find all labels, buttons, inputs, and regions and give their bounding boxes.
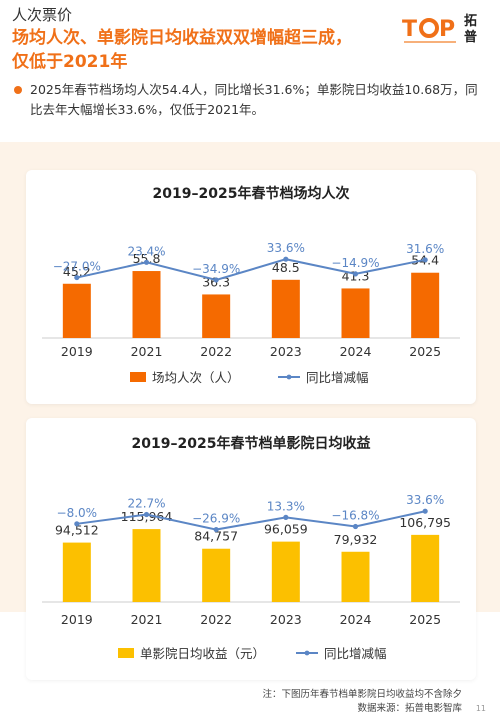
- chart-audience-per-screening: 2019–2025年春节档场均人次45.255.836.348.541.354.…: [42, 185, 460, 385]
- legend-label-bar: 场均人次（人）: [152, 370, 240, 385]
- x-tick-2022: 2022: [200, 612, 232, 627]
- bar-2023: [271, 541, 300, 602]
- growth-point-2019: [74, 521, 80, 527]
- chart-daily-revenue-per-cinema: 2019–2025年春节档单影院日均收益94,512115,96484,7579…: [42, 435, 460, 661]
- bar-label-2021: 55.8: [133, 251, 161, 266]
- bar-label-2019: 45.2: [63, 264, 91, 279]
- x-tick-2023: 2023: [270, 344, 302, 359]
- legend-swatch-bar: [118, 648, 134, 658]
- summary-body: 2025年春节档场均人次54.4人，同比增长31.6%；单影院日均收益10.68…: [30, 82, 478, 117]
- growth-label-2023: 33.6%: [267, 241, 305, 255]
- growth-label-2022: −26.9%: [192, 512, 240, 526]
- x-tick-2021: 2021: [131, 612, 163, 627]
- bar-2025: [411, 272, 440, 338]
- x-tick-2025: 2025: [409, 612, 441, 627]
- bar-2021: [132, 529, 161, 602]
- growth-line: [76, 510, 426, 531]
- x-tick-2021: 2021: [131, 344, 163, 359]
- bar-2019: [62, 542, 91, 602]
- page-headline: 场均人次、单影院日均收益双双增幅超三成， 仅低于2021年: [12, 26, 382, 74]
- logo-mark-icon: T P: [402, 14, 460, 46]
- x-tick-2023: 2023: [270, 612, 302, 627]
- x-tick-2024: 2024: [340, 344, 372, 359]
- legend-label-line: 同比增减幅: [306, 370, 369, 385]
- bar-2022: [202, 548, 231, 602]
- footnote: 注：下图历年春节档单影院日均收益均不含除夕: [262, 689, 462, 700]
- headline-line-1: 场均人次、单影院日均收益双双增幅超三成，: [12, 28, 352, 48]
- bar-label-2023: 48.5: [272, 260, 300, 275]
- bar-2024: [341, 551, 370, 602]
- growth-point-2023: [283, 514, 289, 520]
- bar-label-2025: 106,795: [399, 515, 451, 530]
- growth-label-2021: 22.7%: [127, 497, 165, 511]
- data-source: 数据来源：拓普电影智库: [357, 703, 462, 714]
- x-tick-2019: 2019: [61, 612, 93, 627]
- chart-card-revenue: 2019–2025年春节档单影院日均收益94,512115,96484,7579…: [26, 418, 476, 680]
- growth-line: [76, 258, 426, 282]
- growth-label-2023: 13.3%: [267, 499, 305, 513]
- bullet-dot-icon: [14, 86, 22, 94]
- chart-title: 2019–2025年春节档单影院日均收益: [132, 435, 371, 452]
- chart-card-audience: 2019–2025年春节档场均人次45.255.836.348.541.354.…: [26, 170, 476, 404]
- logo-name-line-1: 拓: [464, 14, 478, 29]
- growth-label-2021: 23.4%: [127, 244, 165, 258]
- bar-label-2019: 94,512: [55, 523, 99, 538]
- bar-2023: [271, 279, 300, 338]
- growth-label-2025: 31.6%: [406, 242, 444, 256]
- growth-point-2022: [213, 277, 219, 283]
- growth-label-2022: −34.9%: [192, 262, 240, 276]
- growth-point-2025: [422, 257, 428, 263]
- growth-point-2022: [213, 526, 219, 533]
- growth-point-2024: [352, 271, 359, 277]
- x-tick-2022: 2022: [200, 344, 232, 359]
- page-number: 11: [475, 704, 486, 713]
- legend-swatch-point: [304, 650, 310, 656]
- x-tick-2019: 2019: [61, 344, 93, 359]
- bar-label-2023: 96,059: [264, 522, 308, 537]
- growth-label-2025: 33.6%: [406, 493, 444, 507]
- bar-2022: [202, 294, 231, 338]
- summary-text: 2025年春节档场均人次54.4人，同比增长31.6%；单影院日均收益10.68…: [14, 80, 480, 120]
- growth-point-2019: [74, 274, 80, 281]
- growth-point-2024: [352, 523, 359, 530]
- bar-label-2022: 84,757: [194, 529, 238, 544]
- x-tick-2024: 2024: [340, 612, 372, 627]
- growth-label-2024: −16.8%: [331, 508, 379, 522]
- logo-name-line-2: 普: [464, 30, 478, 45]
- growth-label-2019: −8.0%: [57, 506, 98, 520]
- growth-label-2024: −14.9%: [331, 256, 379, 270]
- bar-2019: [62, 283, 91, 338]
- growth-point-2023: [283, 256, 289, 262]
- growth-point-2021: [143, 511, 150, 518]
- chart-title: 2019–2025年春节档场均人次: [153, 185, 350, 202]
- bar-2025: [411, 534, 440, 602]
- svg-text:P: P: [439, 17, 455, 42]
- x-tick-2025: 2025: [409, 344, 441, 359]
- legend-label-bar: 单影院日均收益（元）: [140, 646, 265, 661]
- bar-label-2024: 79,932: [334, 532, 378, 547]
- headline-line-2: 仅低于2021年: [12, 52, 128, 72]
- top-logo: T P 拓 普: [402, 14, 492, 50]
- section-label: 人次票价: [12, 6, 73, 24]
- bar-2024: [341, 288, 370, 338]
- legend-swatch-point: [286, 374, 292, 380]
- legend-swatch-bar: [130, 372, 146, 382]
- legend-label-line: 同比增减幅: [324, 646, 387, 661]
- logo-name: 拓 普: [464, 14, 492, 46]
- svg-text:T: T: [402, 17, 417, 42]
- growth-label-2019: −27.0%: [53, 260, 101, 274]
- bar-2021: [132, 271, 161, 338]
- growth-point-2021: [143, 259, 150, 265]
- growth-point-2025: [422, 508, 428, 514]
